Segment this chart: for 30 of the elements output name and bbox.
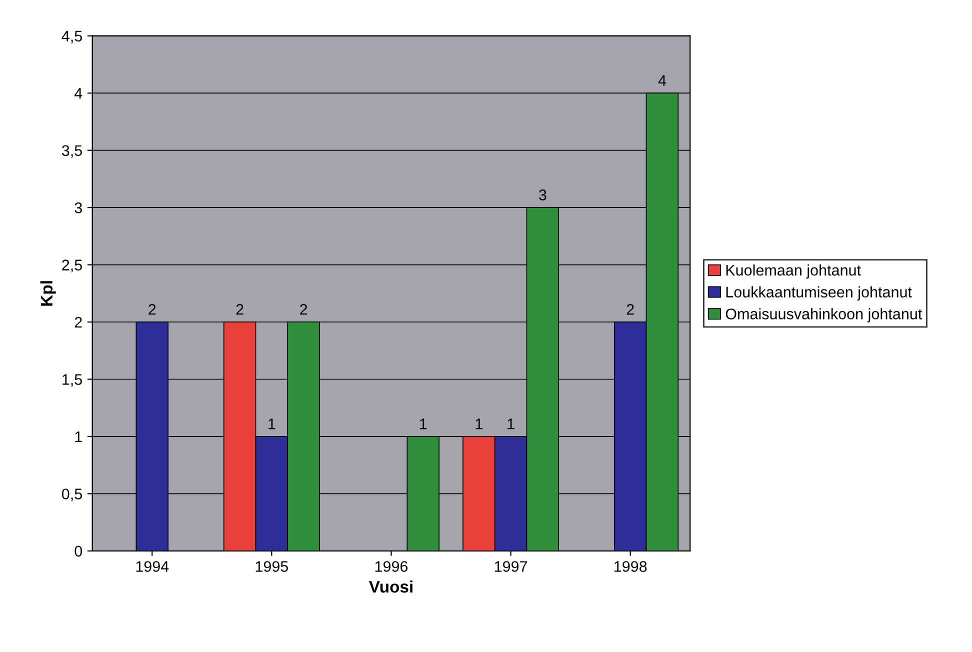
data-label: 2 — [148, 304, 156, 315]
y-tick-label: 4,5 — [62, 30, 82, 44]
data-label: 1 — [420, 418, 427, 430]
y-tick-label: 4 — [74, 88, 82, 99]
y-tick-label: 0,5 — [62, 488, 82, 502]
x-tick-label: 1998 — [614, 561, 647, 572]
legend-label: Kuolemaan johtanut — [726, 264, 861, 279]
data-label: 1 — [268, 418, 276, 430]
y-tick-label: 3,5 — [62, 145, 82, 158]
y-tick-label: 0 — [74, 546, 82, 557]
y-tick-label: 1,5 — [62, 374, 82, 387]
data-label: 1 — [476, 418, 482, 430]
y-tick-label: 2 — [74, 316, 82, 328]
data-label: 1 — [508, 418, 514, 430]
x-tick-label: 1995 — [256, 561, 288, 572]
data-label: 2 — [236, 304, 244, 315]
legend-label: Loukkaantumiseen johtanut — [726, 286, 912, 301]
data-label: 3 — [539, 190, 546, 200]
y-tick-label: 2,5 — [62, 260, 82, 272]
y-axis-title: Kpl — [40, 281, 56, 306]
x-tick-label: 1994 — [136, 561, 169, 572]
x-tick-label: 1996 — [375, 561, 408, 572]
y-tick-label: 3 — [74, 202, 82, 214]
y-tick-label: 1 — [75, 432, 82, 442]
data-label: 2 — [300, 304, 308, 315]
x-axis-title: Vuosi — [368, 580, 412, 593]
legend-label: Omaisuusvahinkoon johtanut — [726, 308, 922, 322]
data-label: 2 — [626, 304, 634, 315]
data-label: 4 — [658, 75, 666, 86]
x-tick-label: 1997 — [494, 561, 528, 572]
